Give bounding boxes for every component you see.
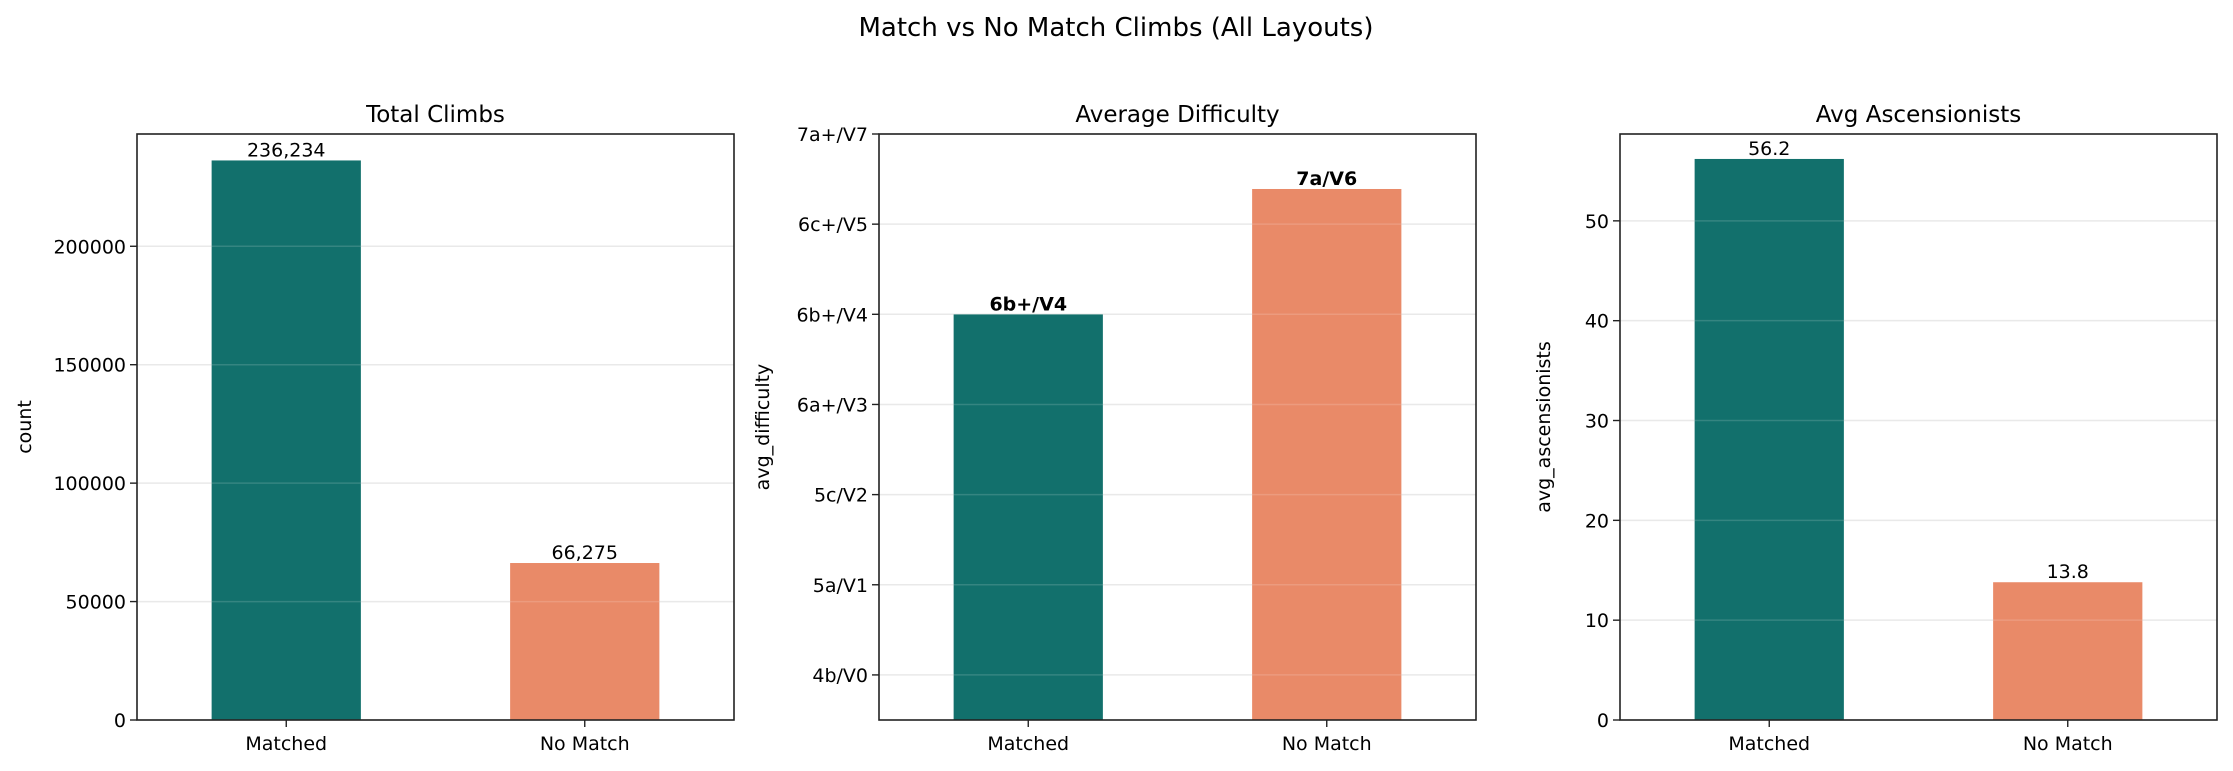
data-label: 236,234 [247,139,326,161]
x-tick-label: Matched [987,733,1069,755]
y-axis-label: avg_ascensionists [1533,341,1555,513]
y-axis-label: avg_difficulty [752,364,774,491]
axes-frame [1619,133,2218,721]
data-label: 7a/V6 [1296,168,1357,190]
bar-matched [211,160,361,720]
bar-no-match [510,563,660,720]
y-tick-label: 5a/V1 [813,575,868,597]
y-tick-label: 200000 [53,236,126,258]
y-tick-label: 0 [114,710,126,732]
y-tick-label: 50 [1585,211,1609,233]
subplot-title: Avg Ascensionists [1816,102,2021,128]
subplot-2: 6b+/V4 7a/V6 4b/V0 5a/V1 5c/V2 6a+/V3 6b+/V4 6c… [752,102,1477,755]
y-tick-label: 6a+/V3 [797,394,868,416]
y-tick-label: 6c+/V5 [798,214,868,236]
y-tick-label: 7a+/V7 [797,124,868,146]
bar-matched [1694,158,1844,721]
y-axis-label: count [14,400,36,454]
x-tick-label: No Match [540,733,630,755]
subplot-3: 56.2 13.8 0 10 20 30 40 50 Matched No Match Avg As… [1533,102,2218,755]
y-tick-label: 5c/V2 [814,485,868,507]
y-tick-label: 6b+/V4 [796,304,868,326]
subplot-1: 236,234 66,275 0 50000 100000 150000 200000 Mat… [14,102,735,755]
data-label: 56.2 [1748,138,1790,160]
data-label: 13.8 [2047,561,2089,583]
x-tick-label: No Match [2023,733,2113,755]
figure-title: Match vs No Match Climbs (All Layouts) [859,13,1374,43]
x-tick-label: No Match [1282,733,1372,755]
y-tick-label: 150000 [53,355,126,377]
y-tick-label: 10 [1585,610,1609,632]
y-tick-label: 4b/V0 [812,665,868,687]
x-tick-label: Matched [245,733,327,755]
bar-no-match [1252,188,1402,721]
y-tick-label: 30 [1585,411,1609,433]
data-label: 66,275 [552,542,618,564]
x-tick-label: Matched [1728,733,1810,755]
y-tick-label: 50000 [66,592,126,614]
axes-frame [136,133,735,721]
y-tick-label: 20 [1585,510,1609,532]
axes-frame [878,133,1477,721]
subplot-title: Average Difficulty [1075,102,1279,128]
y-tick-label: 0 [1597,710,1609,732]
bar-matched [953,314,1103,720]
subplot-title: Total Climbs [365,102,505,128]
data-label: 6b+/V4 [989,293,1067,315]
y-tick-label: 40 [1585,311,1609,333]
bar-no-match [1993,582,2143,720]
y-tick-label: 100000 [53,473,126,495]
